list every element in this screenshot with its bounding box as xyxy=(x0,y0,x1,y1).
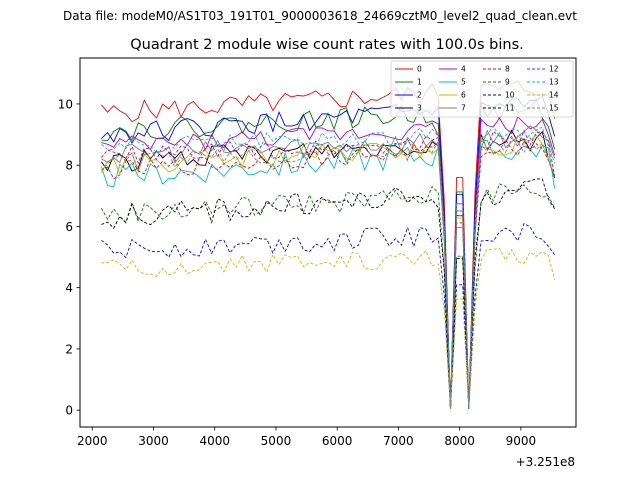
legend-label-12: 12 xyxy=(549,65,559,74)
legend-label-14: 14 xyxy=(549,91,559,100)
series-line-2 xyxy=(101,95,556,409)
legend-label-15: 15 xyxy=(549,104,559,113)
x-tick-label: 3000 xyxy=(138,434,169,448)
series-layer xyxy=(100,80,556,409)
legend-label-3: 3 xyxy=(417,104,422,113)
x-tick-label: 7000 xyxy=(383,434,414,448)
legend-label-2: 2 xyxy=(417,91,422,100)
legend-box xyxy=(390,60,574,118)
x-tick-label: 6000 xyxy=(322,434,353,448)
suptitle: Data file: modeM0/AS1T03_191T01_90000036… xyxy=(63,9,577,23)
series-line-11 xyxy=(101,178,555,409)
y-tick-label: 4 xyxy=(65,281,73,295)
x-tick-label: 9000 xyxy=(506,434,537,448)
series-line-14 xyxy=(101,247,556,409)
y-tick-label: 0 xyxy=(65,404,73,418)
y-tick-label: 6 xyxy=(65,220,73,234)
legend-label-7: 7 xyxy=(461,104,466,113)
x-tick-label: 2000 xyxy=(77,434,108,448)
legend-label-6: 6 xyxy=(461,91,466,100)
y-tick-label: 2 xyxy=(65,342,73,356)
legend-label-9: 9 xyxy=(505,78,510,87)
series-line-4 xyxy=(101,116,556,409)
series-line-0 xyxy=(101,80,556,409)
series-line-10 xyxy=(101,222,555,409)
x-tick-label: 5000 xyxy=(261,434,292,448)
series-line-13 xyxy=(101,125,556,409)
x-tick-label: 4000 xyxy=(199,434,230,448)
series-line-8 xyxy=(101,138,556,409)
legend-label-13: 13 xyxy=(549,78,559,87)
legend-label-8: 8 xyxy=(505,65,510,74)
x-tick-label: 8000 xyxy=(444,434,475,448)
ticks-layer: 2000 3000 4000 5000 6000 7000 8000 9000 0 2 4 6 8 10 xyxy=(58,97,536,448)
chart-title: Quadrant 2 module wise count rates with … xyxy=(130,37,524,53)
legend-label-4: 4 xyxy=(461,65,466,74)
axes-frame xyxy=(79,57,577,428)
legend-label-5: 5 xyxy=(461,78,466,87)
y-tick-label: 10 xyxy=(58,97,73,111)
legend-label-11: 11 xyxy=(505,104,515,113)
legend-label-10: 10 xyxy=(505,91,515,100)
legend-label-1: 1 xyxy=(417,78,422,87)
y-tick-label: 8 xyxy=(65,159,73,173)
series-line-15 xyxy=(101,136,556,409)
legend-label-0: 0 xyxy=(417,65,422,74)
x-offset-label: +3.251e8 xyxy=(516,455,575,469)
series-line-12 xyxy=(101,129,556,409)
